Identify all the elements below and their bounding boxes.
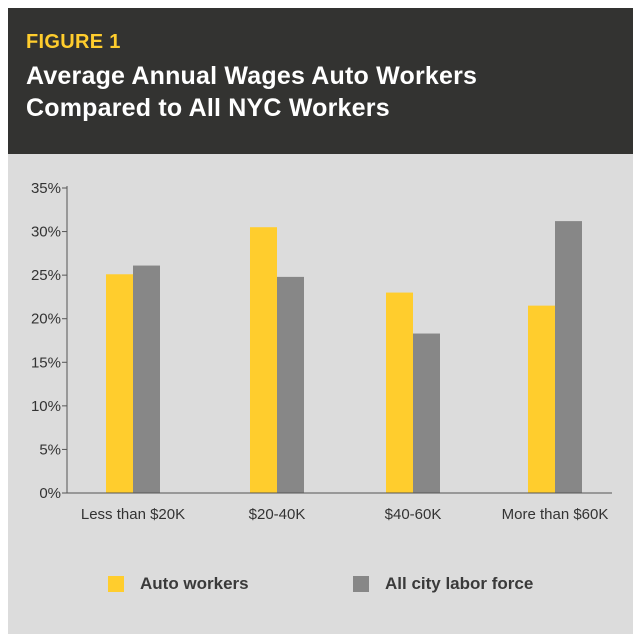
legend-label-city: All city labor force [385, 574, 534, 593]
bar-city-2 [413, 333, 440, 493]
legend-item-city: All city labor force [353, 572, 533, 596]
x-tick-label: $20-40K [249, 506, 306, 523]
figure-label: FIGURE 1 [26, 31, 121, 53]
figure-header: FIGURE 1 Average Annual Wages Auto Worke… [8, 8, 633, 154]
legend-swatch-city [353, 576, 369, 592]
y-tick-label: 20% [31, 311, 61, 328]
y-tick-label: 15% [31, 354, 61, 371]
legend-item-auto: Auto workers [108, 572, 249, 596]
x-tick-label: $40-60K [385, 506, 442, 523]
chart-title: Average Annual Wages Auto Workers Compar… [26, 60, 606, 124]
chart-title-line-1: Average Annual Wages Auto Workers [26, 62, 478, 90]
bar-city-1 [277, 276, 304, 493]
x-tick-label: More than $60K [502, 506, 609, 523]
bar-city-0 [133, 265, 160, 493]
y-tick-label: 5% [39, 441, 61, 458]
legend-label-auto: Auto workers [140, 574, 249, 593]
y-tick-label: 35% [31, 180, 61, 197]
chart-title-line-2: Compared to All NYC Workers [26, 94, 390, 122]
bar-auto-0 [106, 274, 133, 493]
x-tick-label: Less than $20K [81, 506, 185, 523]
legend-swatch-auto [108, 576, 124, 592]
y-tick-label: 10% [31, 398, 61, 415]
bar-auto-2 [386, 292, 413, 493]
bar-auto-3 [528, 305, 555, 493]
bar-city-3 [555, 221, 582, 493]
bar-auto-1 [250, 227, 277, 493]
y-tick-label: 0% [39, 485, 61, 502]
y-tick-label: 25% [31, 267, 61, 284]
y-tick-label: 30% [31, 224, 61, 241]
